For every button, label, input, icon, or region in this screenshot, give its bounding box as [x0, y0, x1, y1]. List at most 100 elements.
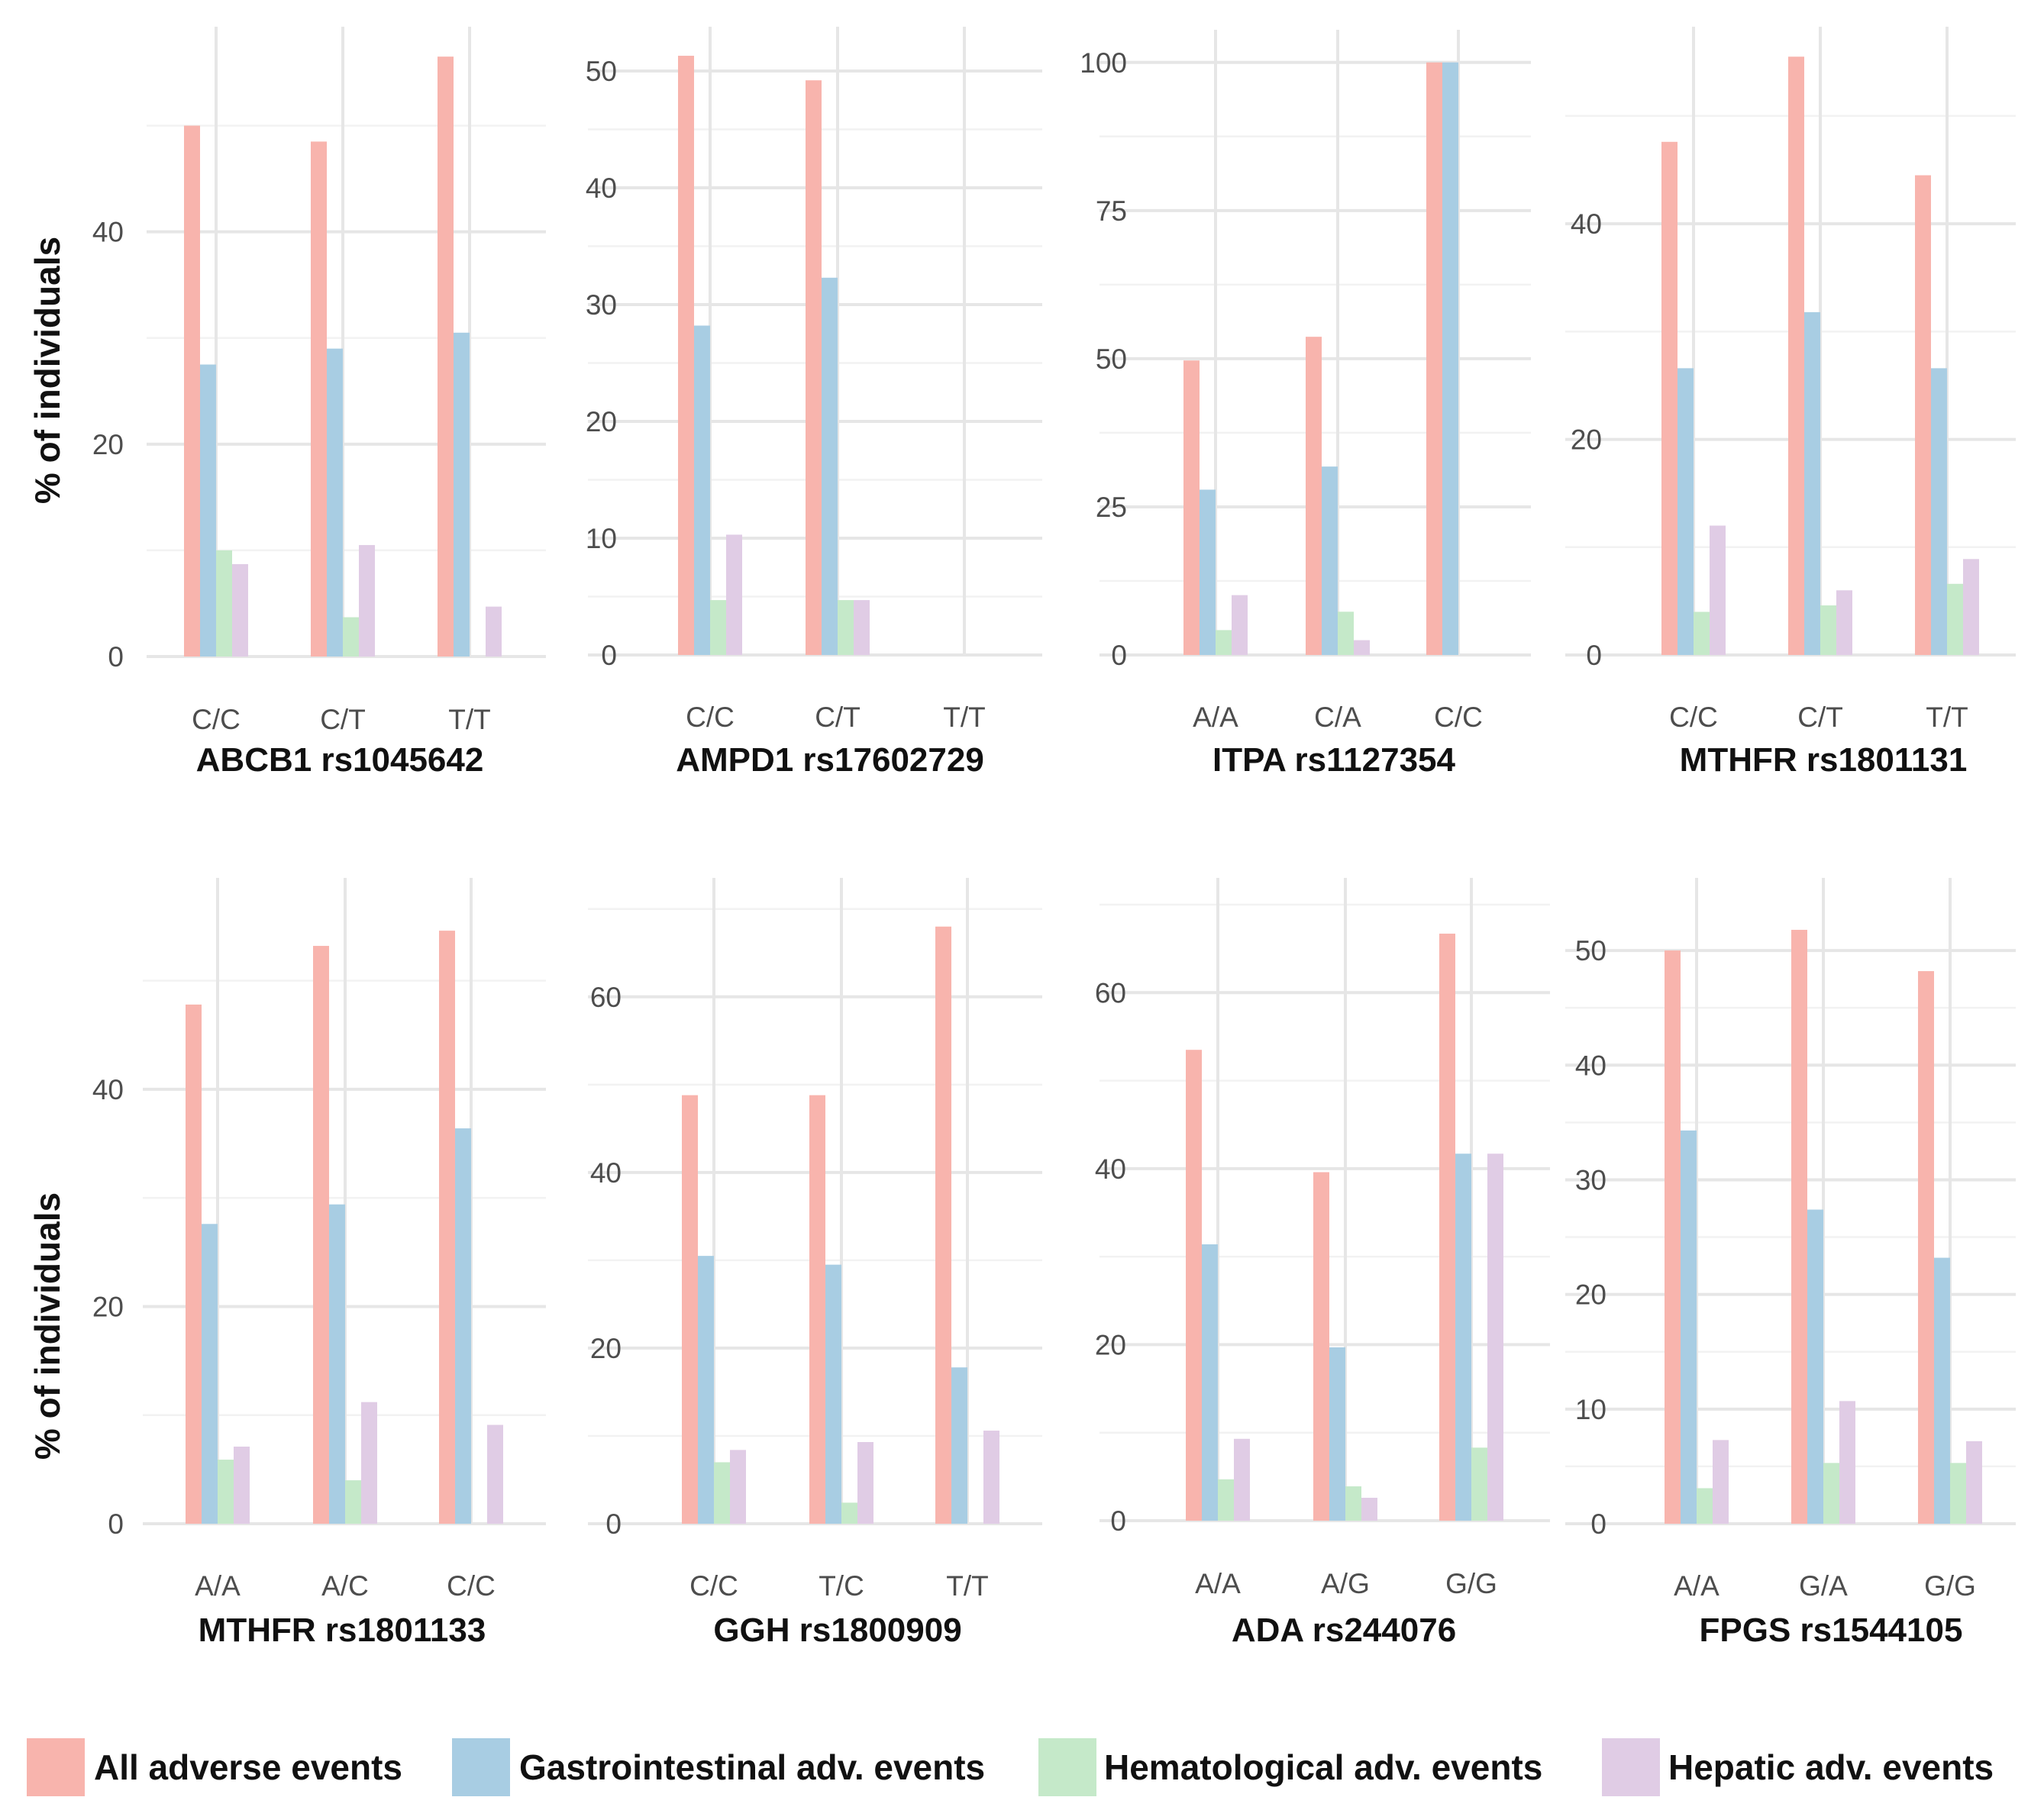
- y-tick-label: 40: [92, 1074, 124, 1105]
- bar-all-GG: [1439, 934, 1455, 1521]
- x-tick-label: C/C: [1434, 702, 1483, 733]
- x-tick-label: A/A: [1193, 702, 1238, 733]
- x-tick-label: T/T: [1926, 702, 1968, 733]
- bar-gastro-AC: [329, 1204, 345, 1524]
- y-tick-label: 40: [586, 173, 617, 204]
- legend-item-all: All adverse events: [27, 1738, 402, 1796]
- bar-hepatic-CC: [1710, 525, 1726, 655]
- bar-all-CT: [311, 141, 327, 657]
- y-tick-label: 60: [1095, 977, 1126, 1008]
- y-tick-label: 20: [1095, 1329, 1126, 1360]
- x-tick-label: T/T: [943, 702, 985, 733]
- y-tick-label: 50: [586, 56, 617, 87]
- y-tick-label: 0: [1110, 1505, 1126, 1537]
- bar-all-CA: [1306, 337, 1322, 655]
- bar-all-GG: [1918, 971, 1934, 1524]
- bar-hepatic-AA: [1234, 1438, 1250, 1521]
- bar-all-CT: [1788, 56, 1804, 655]
- bar-hema-AA: [1216, 630, 1232, 655]
- bar-hepatic-GG: [1966, 1441, 1982, 1524]
- bar-hema-AG: [1345, 1486, 1361, 1521]
- y-tick-label: 20: [1575, 1279, 1606, 1311]
- y-tick-label: 0: [601, 640, 617, 671]
- bar-hepatic-CC: [232, 563, 248, 657]
- x-tick-label: T/C: [819, 1570, 864, 1602]
- y-tick-label: 0: [108, 1508, 124, 1540]
- legend-swatch-hepatic: [1602, 1738, 1660, 1796]
- x-tick-label: A/A: [1195, 1568, 1241, 1599]
- y-tick-label: 40: [590, 1157, 622, 1189]
- y-tick-label: 60: [590, 982, 622, 1013]
- bar-all-AA: [186, 1004, 202, 1524]
- bar-hema-CT: [838, 600, 854, 655]
- y-tick-label: 20: [590, 1333, 622, 1364]
- y-tick-label: 25: [1096, 492, 1127, 523]
- legend: All adverse events Gastrointestinal adv.…: [27, 1738, 1994, 1796]
- x-tick-label: T/T: [448, 704, 490, 735]
- bar-hema-CT: [1820, 605, 1836, 655]
- bar-hema-AA: [218, 1460, 234, 1524]
- bar-hepatic-AA: [1232, 595, 1248, 655]
- panel-title: ABCB1 rs1045642: [196, 741, 484, 779]
- x-tick-label: A/A: [195, 1570, 241, 1602]
- bar-gastro-CT: [1804, 311, 1820, 655]
- bar-gastro-CC: [1442, 62, 1458, 655]
- x-tick-label: C/C: [686, 702, 735, 733]
- bar-hepatic-CA: [1354, 640, 1370, 655]
- bar-gastro-TC: [825, 1264, 841, 1524]
- y-tick-label: 30: [586, 289, 617, 321]
- x-tick-label: G/G: [1924, 1570, 1976, 1602]
- legend-swatch-gastrointestinal: [452, 1738, 510, 1796]
- x-tick-label: C/C: [192, 704, 241, 735]
- bar-hepatic-TC: [857, 1442, 873, 1524]
- y-tick-label: 0: [1590, 1508, 1606, 1540]
- x-tick-label: A/C: [321, 1570, 369, 1602]
- bar-hepatic-GG: [1487, 1153, 1503, 1521]
- bar-all-CT: [806, 80, 822, 655]
- bar-gastro-AG: [1329, 1347, 1345, 1521]
- bar-all-AG: [1313, 1172, 1329, 1521]
- bar-hepatic-CT: [854, 600, 870, 655]
- panel-5: 0 20 40 A/A A/C C/C MTHFR rs1801133: [92, 878, 546, 1649]
- y-tick-label: 50: [1096, 344, 1127, 375]
- y-tick-label: 20: [586, 406, 617, 437]
- bar-all-AA: [1183, 360, 1200, 655]
- bar-gastro-CC: [698, 1256, 714, 1524]
- bar-gastro-AA: [1200, 489, 1216, 655]
- y-tick-label: 10: [1575, 1394, 1606, 1425]
- bar-gastro-AA: [1681, 1130, 1697, 1524]
- panel-2: 0 10 20 30 40 50 C/C C/T T/T AMPD1 rs17602729: [586, 27, 1042, 779]
- panel-7: 0 20 40 60 A/A A/G G/G ADA rs244076: [1095, 878, 1550, 1649]
- bar-hepatic-AC: [361, 1402, 377, 1524]
- bar-gastro-CA: [1322, 466, 1338, 655]
- bar-all-TC: [809, 1095, 825, 1524]
- legend-item-hepatic: Hepatic adv. events: [1602, 1738, 1994, 1796]
- bar-hepatic-CC: [726, 534, 742, 655]
- bar-hema-CT: [343, 617, 359, 657]
- bar-hepatic-CT: [1836, 590, 1852, 655]
- legend-item-gastrointestinal: Gastrointestinal adv. events: [452, 1738, 985, 1796]
- panel-6: 0 20 40 60 C/C T/C T/T GGH rs1800909: [588, 878, 1042, 1649]
- panel-4: 0 20 40 C/C C/T T/T MTHFR rs1801131: [1565, 27, 2016, 779]
- x-tick-label: C/A: [1314, 702, 1361, 733]
- y-tick-label: 10: [586, 523, 617, 554]
- bar-gastro-CC: [200, 364, 216, 657]
- y-tick-label: 30: [1575, 1164, 1606, 1195]
- y-tick-label: 20: [92, 1291, 124, 1322]
- y-tick-label: 0: [605, 1508, 622, 1540]
- bar-gastro-CC: [455, 1128, 471, 1524]
- bar-hema-TT: [1947, 583, 1963, 655]
- bar-gastro-GA: [1807, 1209, 1823, 1524]
- legend-label-hematological: Hematological adv. events: [1104, 1747, 1542, 1787]
- bar-gastro-GG: [1455, 1153, 1471, 1521]
- bar-gastro-CT: [822, 277, 838, 655]
- panel-1: 0 20 40 C/C C/T T/T ABCB1 rs1045642: [92, 27, 546, 779]
- bar-hema-CA: [1338, 611, 1354, 655]
- y-axis-label-bottom: % of individuals: [27, 1192, 67, 1460]
- bar-hema-CC: [1694, 611, 1710, 655]
- chart-panels: 0 20 40 C/C C/T T/T ABCB1 rs1045642 0 10 20 30 40 50…: [92, 27, 2016, 1649]
- legend-label-hepatic: Hepatic adv. events: [1668, 1747, 1994, 1787]
- bar-gastro-GG: [1934, 1257, 1950, 1524]
- x-tick-label: C/T: [320, 704, 366, 735]
- legend-item-hematological: Hematological adv. events: [1038, 1738, 1542, 1796]
